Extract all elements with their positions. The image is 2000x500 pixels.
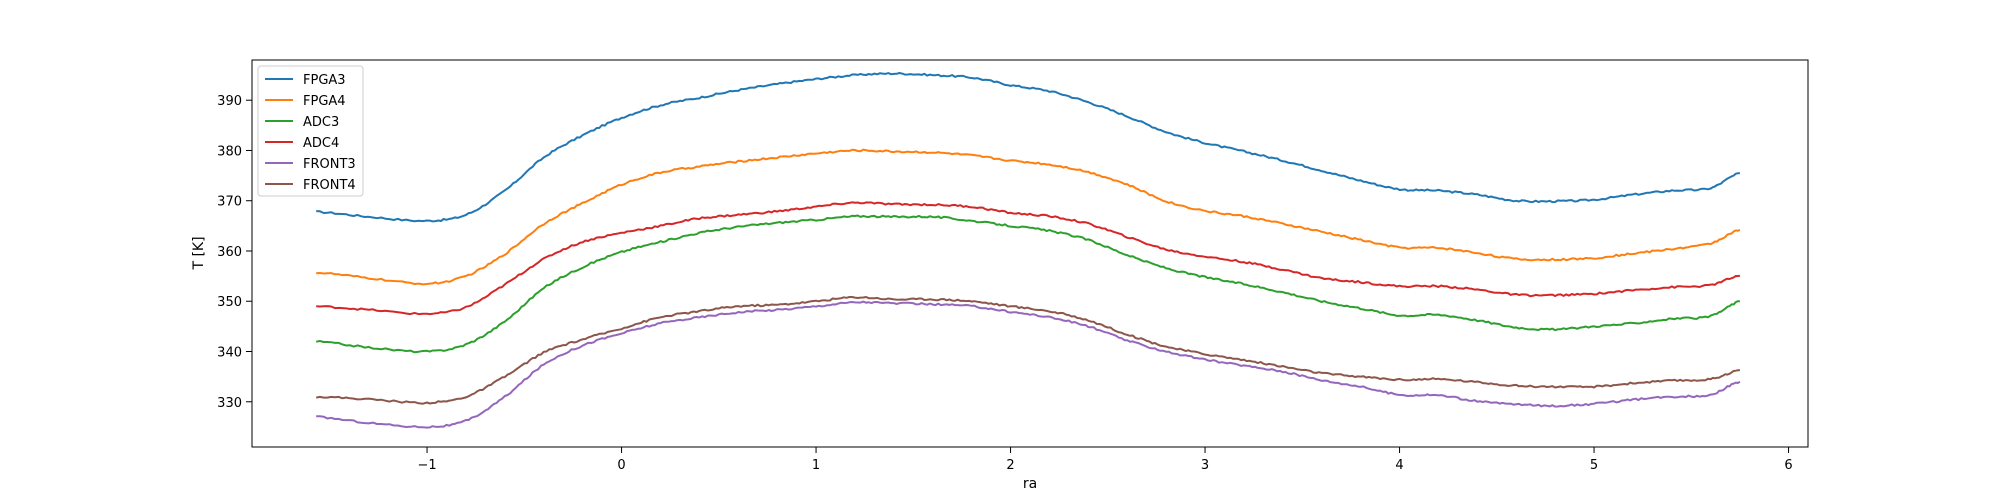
- plot-area: [252, 60, 1808, 447]
- legend-label: FPGA3: [303, 73, 346, 88]
- legend-label: FPGA4: [303, 94, 346, 109]
- x-axis-ticks: −1 0 1 2 3 4 5 6: [417, 447, 1793, 473]
- series-line-fpga4: [316, 148, 1741, 286]
- legend-items: FPGA3 FPGA4 ADC3 ADC4 FRONT3 FRONT4: [265, 73, 356, 193]
- y-axis-label: T [K]: [191, 236, 207, 270]
- x-tick-label: 6: [1784, 458, 1792, 473]
- legend-label: ADC4: [303, 136, 339, 151]
- legend-label: FRONT3: [303, 157, 356, 172]
- y-tick-label: 340: [217, 346, 242, 361]
- series-line-adc3: [316, 214, 1740, 354]
- x-tick-label: 2: [1006, 458, 1014, 473]
- series-line-front3: [316, 300, 1741, 429]
- plot-frame: [251, 59, 1809, 448]
- y-tick-label: 380: [217, 144, 242, 159]
- y-tick-label: 370: [217, 195, 242, 210]
- series-line-front4: [316, 296, 1740, 405]
- legend: FPGA3 FPGA4 ADC3 ADC4 FRONT3 FRONT4: [257, 65, 364, 197]
- x-tick-label: 3: [1201, 458, 1209, 473]
- legend-label: FRONT4: [303, 178, 356, 193]
- legend-label: ADC3: [303, 115, 339, 130]
- x-axis-label: ra: [1023, 476, 1037, 492]
- x-tick-label: 0: [617, 458, 625, 473]
- y-tick-label: 350: [217, 295, 242, 310]
- y-tick-label: 330: [217, 396, 242, 411]
- x-tick-label: 5: [1590, 458, 1598, 473]
- y-tick-label: 360: [217, 245, 242, 260]
- x-tick-label: 4: [1395, 458, 1403, 473]
- series-layer: [316, 72, 1741, 429]
- x-tick-label: 1: [812, 458, 820, 473]
- x-tick-label: −1: [417, 458, 436, 473]
- series-line-adc4: [316, 201, 1741, 316]
- y-axis-ticks: 330 340 350 360 370 380 390: [217, 94, 252, 411]
- y-tick-label: 390: [217, 94, 242, 109]
- series-line-fpga3: [316, 72, 1740, 223]
